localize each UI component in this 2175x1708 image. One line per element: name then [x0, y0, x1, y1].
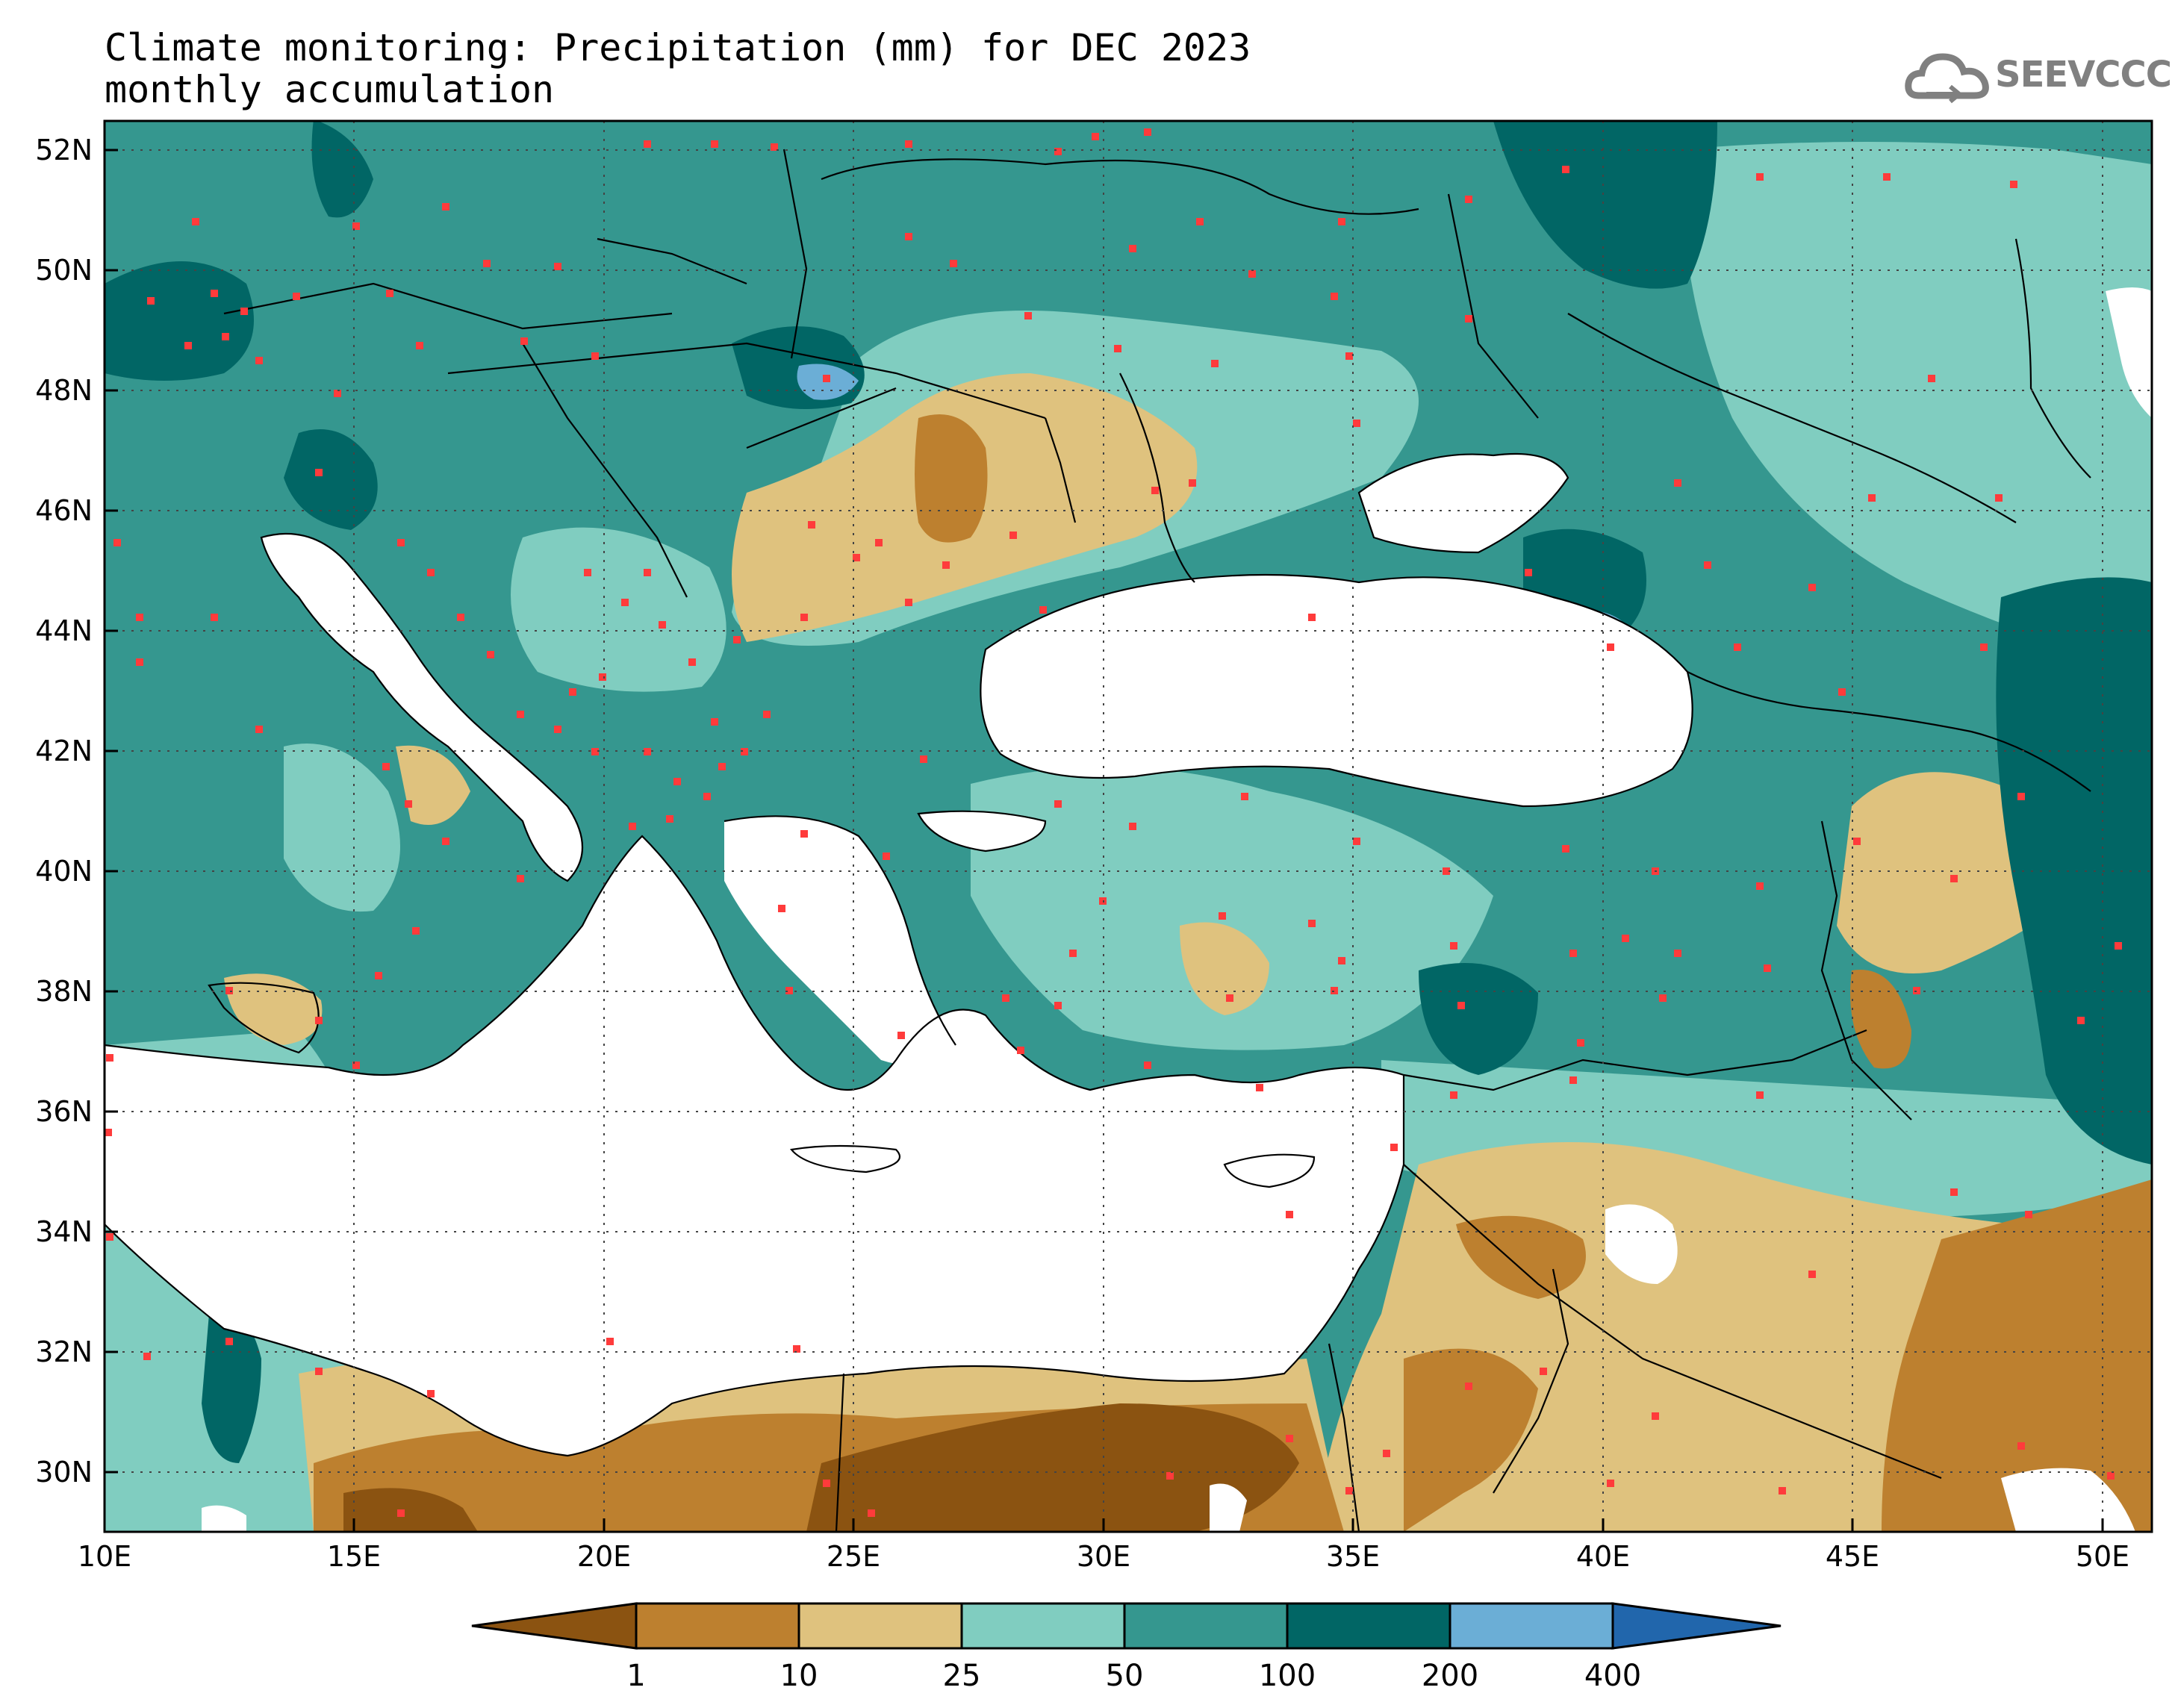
cloud-icon: [1905, 53, 1989, 104]
y-tick-label: 32N: [35, 1335, 93, 1368]
colorbar-segment: [797, 1602, 963, 1650]
colorbar-label: 1: [626, 1659, 645, 1693]
x-tick-label: 15E: [327, 1540, 381, 1573]
tick-marks: [103, 149, 2104, 1532]
x-axis-labels: 10E 15E 20E 25E 30E 35E 40E 45E 50E: [78, 1540, 2129, 1573]
x-tick-label: 45E: [1826, 1540, 1879, 1573]
precipitation-field: [105, 121, 2152, 1532]
y-tick-label: 42N: [35, 735, 93, 767]
y-tick-label: 46N: [35, 494, 93, 527]
x-tick-label: 20E: [577, 1540, 631, 1573]
x-tick-label: 30E: [1077, 1540, 1130, 1573]
colorbar-label: 400: [1584, 1659, 1641, 1693]
y-tick-label: 36N: [35, 1095, 93, 1128]
y-tick-label: 52N: [35, 134, 93, 166]
colorbar-segment: [1286, 1602, 1451, 1650]
colorbar-segment: [1611, 1602, 1782, 1650]
logo-text: SEEVCCC: [1995, 54, 2172, 96]
title-line-2: monthly accumulation: [105, 68, 555, 111]
title-line-1: Climate monitoring: Precipitation (mm) f…: [105, 26, 1251, 69]
x-tick-label: 35E: [1326, 1540, 1380, 1573]
colorbar-segment: [1449, 1602, 1614, 1650]
colorbar-label: 200: [1422, 1659, 1478, 1693]
colorbar-segment: [471, 1602, 638, 1650]
colorbar: [471, 1602, 1782, 1650]
y-tick-label: 48N: [35, 374, 93, 407]
station-markers: [105, 128, 2122, 1517]
colorbar-segment: [1123, 1602, 1289, 1650]
x-tick-label: 40E: [1576, 1540, 1630, 1573]
y-axis-labels: 30N 32N 34N 36N 38N 40N 42N 44N 46N 48N …: [35, 134, 93, 1489]
colorbar-label: 50: [1106, 1659, 1144, 1693]
y-tick-label: 38N: [35, 975, 93, 1008]
y-tick-label: 40N: [35, 855, 93, 888]
y-tick-label: 44N: [35, 614, 93, 647]
colorbar-segment: [960, 1602, 1126, 1650]
y-tick-label: 34N: [35, 1215, 93, 1248]
x-tick-label: 25E: [827, 1540, 880, 1573]
y-tick-label: 30N: [35, 1456, 93, 1489]
colorbar-segment: [635, 1602, 800, 1650]
colorbar-label: 10: [780, 1659, 818, 1693]
coastlines-borders: [105, 149, 2091, 1532]
colorbar-label: 25: [943, 1659, 981, 1693]
x-tick-label: 10E: [78, 1540, 131, 1573]
colorbar-labels: 1 10 25 50 100 200 400: [626, 1659, 1641, 1693]
graticule: [105, 121, 2152, 1532]
map-frame: [103, 119, 2153, 1533]
y-tick-label: 50N: [35, 254, 93, 287]
x-tick-label: 50E: [2076, 1540, 2129, 1573]
seevccc-logo: SEEVCCC: [1904, 43, 2172, 110]
colorbar-label: 100: [1259, 1659, 1316, 1693]
